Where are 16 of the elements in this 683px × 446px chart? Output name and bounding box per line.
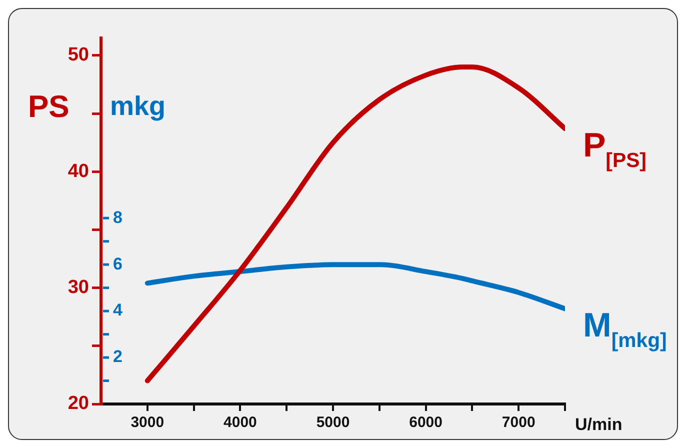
y2-tick-label: 2 xyxy=(113,347,122,366)
y2-tick-label: 8 xyxy=(113,208,122,227)
y2-axis-title: mkg xyxy=(110,91,166,121)
x-axis-title: U/min xyxy=(575,415,622,434)
x-tick-label: 7000 xyxy=(502,414,536,432)
y-tick-label: 20 xyxy=(68,393,89,414)
x-tick-label: 4000 xyxy=(224,414,257,432)
y2-tick-label: 6 xyxy=(113,254,122,274)
x-tick-label: 5000 xyxy=(316,414,350,432)
y-tick-label: 50 xyxy=(68,44,89,66)
y-tick-label: 30 xyxy=(68,277,89,298)
x-tick-label: 3000 xyxy=(130,414,164,432)
x-tick-label: 6000 xyxy=(409,414,442,432)
y2-tick-label: 4 xyxy=(113,300,123,320)
y-axis-title: PS xyxy=(28,89,70,124)
y-tick-label: 40 xyxy=(68,160,89,182)
